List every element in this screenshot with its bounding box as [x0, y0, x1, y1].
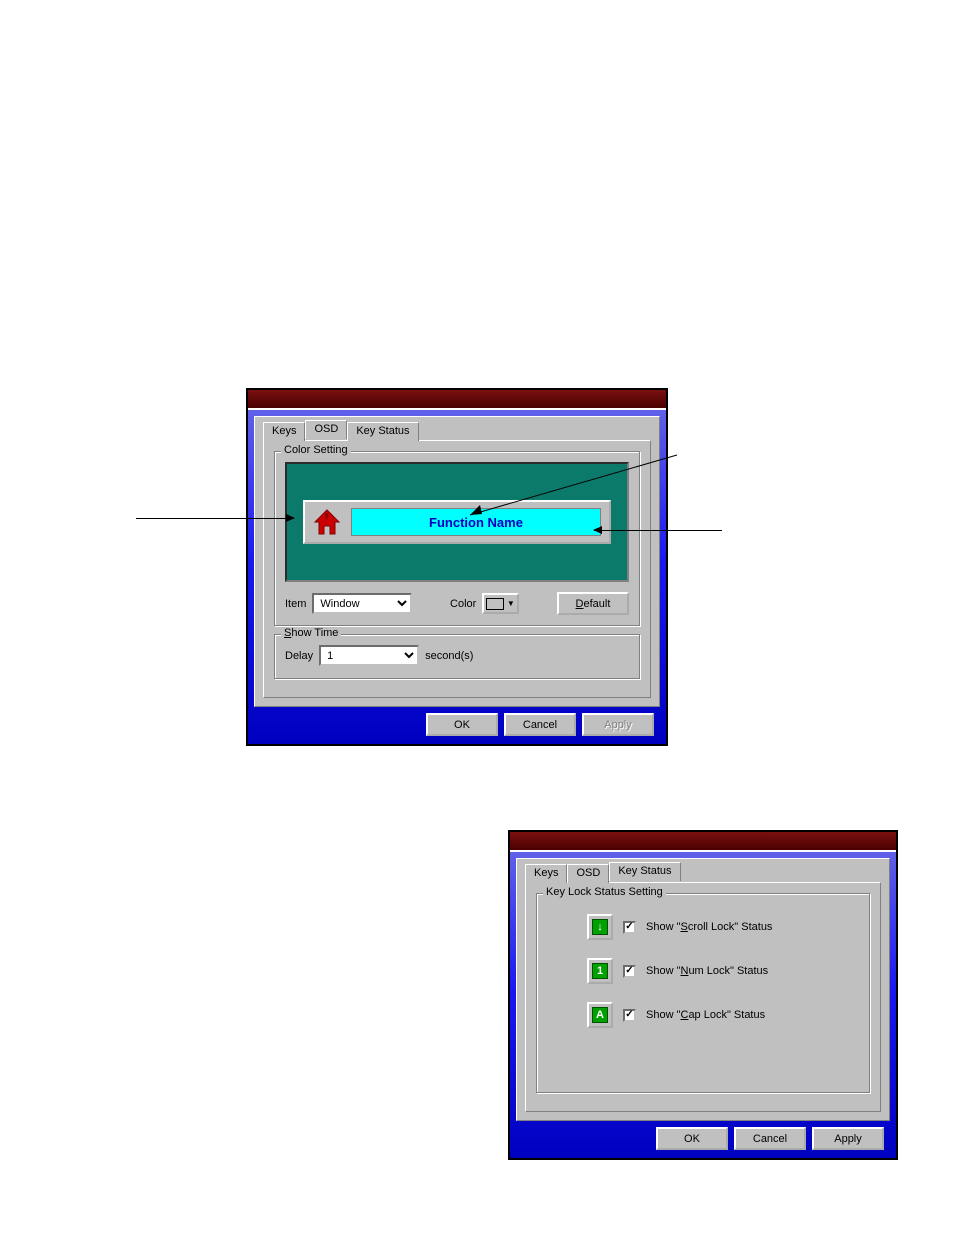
tab-keys-2[interactable]: Keys [525, 864, 567, 883]
arrow-to-house-icon [136, 518, 294, 519]
key-lock-group: Key Lock Status Setting ↓ Show "Scroll L… [536, 893, 870, 1093]
tab-osd[interactable]: OSD [305, 420, 347, 439]
color-label: Color [450, 598, 476, 610]
dialog1-tab-row: Keys OSD Key Status [263, 422, 651, 441]
dialog2-tab-row: Keys OSD Key Status [525, 864, 881, 883]
tab-keys[interactable]: Keys [263, 422, 305, 441]
ok-button-2[interactable]: OK [656, 1127, 728, 1150]
cancel-button-2[interactable]: Cancel [734, 1127, 806, 1150]
scroll-lock-icon: ↓ [587, 914, 613, 940]
cap-lock-checkbox[interactable] [623, 1009, 636, 1022]
keystatus-dialog: Keys OSD Key Status Key Lock Status Sett… [508, 830, 898, 1160]
cap-lock-row: A Show "Cap Lock" Status [587, 1002, 859, 1028]
tab-keystatus[interactable]: Key Status [347, 422, 418, 441]
cancel-button[interactable]: Cancel [504, 713, 576, 736]
cap-lock-label: Show "Cap Lock" Status [646, 1009, 765, 1021]
show-time-legend: Show Time [281, 627, 341, 639]
arrow-to-function-name [452, 450, 682, 530]
tab-keystatus-2[interactable]: Key Status [609, 862, 680, 881]
osd-dialog: Keys OSD Key Status Color Setting [246, 388, 668, 746]
dialog2-titlebar [510, 832, 896, 850]
scroll-lock-label: Show "Scroll Lock" Status [646, 921, 772, 933]
cap-lock-icon: A [587, 1002, 613, 1028]
arrow-to-background [594, 530, 722, 531]
delay-label: Delay [285, 650, 313, 662]
ok-button[interactable]: OK [426, 713, 498, 736]
seconds-label: second(s) [425, 650, 473, 662]
dialog2-tab-body: Key Lock Status Setting ↓ Show "Scroll L… [525, 882, 881, 1112]
num-lock-label: Show "Num Lock" Status [646, 965, 768, 977]
dialog1-titlebar [248, 390, 666, 408]
key-lock-legend: Key Lock Status Setting [543, 886, 666, 898]
apply-button[interactable]: Apply [582, 713, 654, 736]
apply-button-2[interactable]: Apply [812, 1127, 884, 1150]
num-lock-row: 1 Show "Num Lock" Status [587, 958, 859, 984]
num-lock-checkbox[interactable] [623, 965, 636, 978]
color-picker[interactable]: ▼ [482, 593, 519, 614]
default-button[interactable]: Default [557, 592, 629, 615]
chevron-down-icon: ▼ [506, 598, 515, 610]
show-time-group: Show Time Delay 1 second(s) [274, 634, 640, 679]
dialog2-frame: Keys OSD Key Status Key Lock Status Sett… [510, 852, 896, 1158]
dialog2-panel: Keys OSD Key Status Key Lock Status Sett… [516, 858, 890, 1121]
dialog2-button-row: OK Cancel Apply [516, 1121, 890, 1152]
num-lock-icon: 1 [587, 958, 613, 984]
delay-select[interactable]: 1 [319, 645, 419, 666]
house-icon [313, 508, 341, 536]
item-label: Item [285, 598, 306, 610]
color-setting-legend: Color Setting [281, 444, 351, 456]
scroll-lock-checkbox[interactable] [623, 921, 636, 934]
tab-osd-2[interactable]: OSD [567, 864, 609, 883]
dialog1-button-row: OK Cancel Apply [254, 707, 660, 738]
item-select[interactable]: Window [312, 593, 412, 614]
scroll-lock-row: ↓ Show "Scroll Lock" Status [587, 914, 859, 940]
color-swatch [486, 598, 504, 610]
